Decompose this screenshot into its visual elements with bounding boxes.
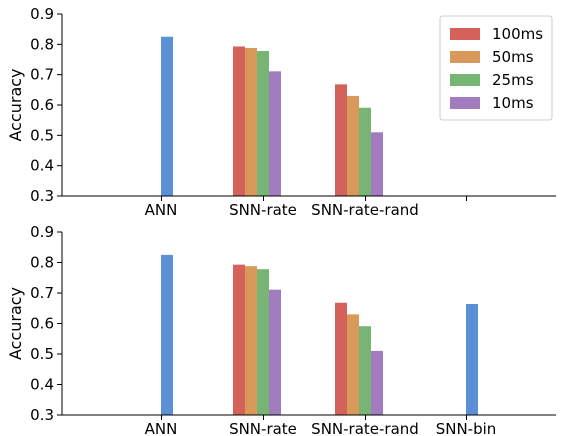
chart-panel-1: 0.3 0.4 0.5 0.6 0.7 0.8 0.9 ANN SNN-rate SNN-rate… xyxy=(6,5,556,219)
legend: 100ms 50ms 25ms 10ms xyxy=(439,15,553,121)
y-tick-label: 0.7 xyxy=(30,66,54,84)
y-tick-label: 0.4 xyxy=(30,376,54,394)
chart-panel-2: 0.3 0.4 0.5 0.6 0.7 0.8 0.9 ANN SNN-rate SNN-rate… xyxy=(6,223,556,436)
bar-snn-rate-rand-25ms xyxy=(359,107,371,196)
bar-snn-rate-100ms xyxy=(233,264,245,415)
legend-label-100ms: 100ms xyxy=(492,25,543,43)
bar-snn-rate-rand-50ms xyxy=(347,314,359,415)
bar-snn-bin-ann xyxy=(466,303,478,415)
bar-snn-rate-10ms xyxy=(269,71,281,196)
x-tick-label-ann: ANN xyxy=(145,420,178,436)
y-axis-label: Accuracy xyxy=(6,287,25,360)
y-tick-label: 0.9 xyxy=(30,5,54,23)
y-tick-label: 0.7 xyxy=(30,284,54,302)
x-tick-label-snn-rate-rand: SNN-rate-rand xyxy=(311,201,419,219)
bar-snn-rate-50ms xyxy=(245,266,257,415)
x-tick-label-ann: ANN xyxy=(145,201,178,219)
y-tick-label: 0.8 xyxy=(30,35,54,53)
y-tick-label: 0.6 xyxy=(30,315,54,333)
y-tick-label: 0.8 xyxy=(30,254,54,272)
y-tick-label: 0.4 xyxy=(30,157,54,175)
legend-box xyxy=(439,15,553,121)
y-tick-label: 0.3 xyxy=(30,406,54,424)
legend-swatch-10ms xyxy=(450,97,480,109)
bar-snn-rate-rand-50ms xyxy=(347,95,359,196)
x-tick-label-snn-rate: SNN-rate xyxy=(229,420,297,436)
bar-snn-rate-rand-25ms xyxy=(359,326,371,415)
x-tick-label-snn-bin: SNN-bin xyxy=(436,420,497,436)
legend-swatch-25ms xyxy=(450,74,480,86)
y-tick-label: 0.3 xyxy=(30,187,54,205)
legend-label-50ms: 50ms xyxy=(492,48,534,66)
bar-snn-rate-25ms xyxy=(257,269,269,415)
y-axis-label: Accuracy xyxy=(6,68,25,141)
bar-snn-rate-25ms xyxy=(257,51,269,196)
bar-ann-ann xyxy=(161,254,173,415)
bar-snn-rate-100ms xyxy=(233,46,245,196)
y-tick-label: 0.6 xyxy=(30,96,54,114)
bar-snn-rate-10ms xyxy=(269,289,281,415)
bar-snn-rate-rand-10ms xyxy=(371,132,383,196)
legend-label-25ms: 25ms xyxy=(492,71,534,89)
legend-label-10ms: 10ms xyxy=(492,94,534,112)
y-tick-label: 0.5 xyxy=(30,126,54,144)
y-tick-label: 0.9 xyxy=(30,223,54,241)
legend-swatch-50ms xyxy=(450,51,480,63)
bar-snn-rate-rand-100ms xyxy=(335,302,347,415)
bar-snn-rate-rand-100ms xyxy=(335,84,347,196)
y-tick-label: 0.5 xyxy=(30,345,54,363)
legend-swatch-100ms xyxy=(450,28,480,40)
x-tick-label-snn-rate: SNN-rate xyxy=(229,201,297,219)
bar-ann-ann xyxy=(161,36,173,196)
bar-snn-rate-50ms xyxy=(245,47,257,197)
bar-snn-rate-rand-10ms xyxy=(371,350,383,415)
x-tick-label-snn-rate-rand: SNN-rate-rand xyxy=(311,420,419,436)
